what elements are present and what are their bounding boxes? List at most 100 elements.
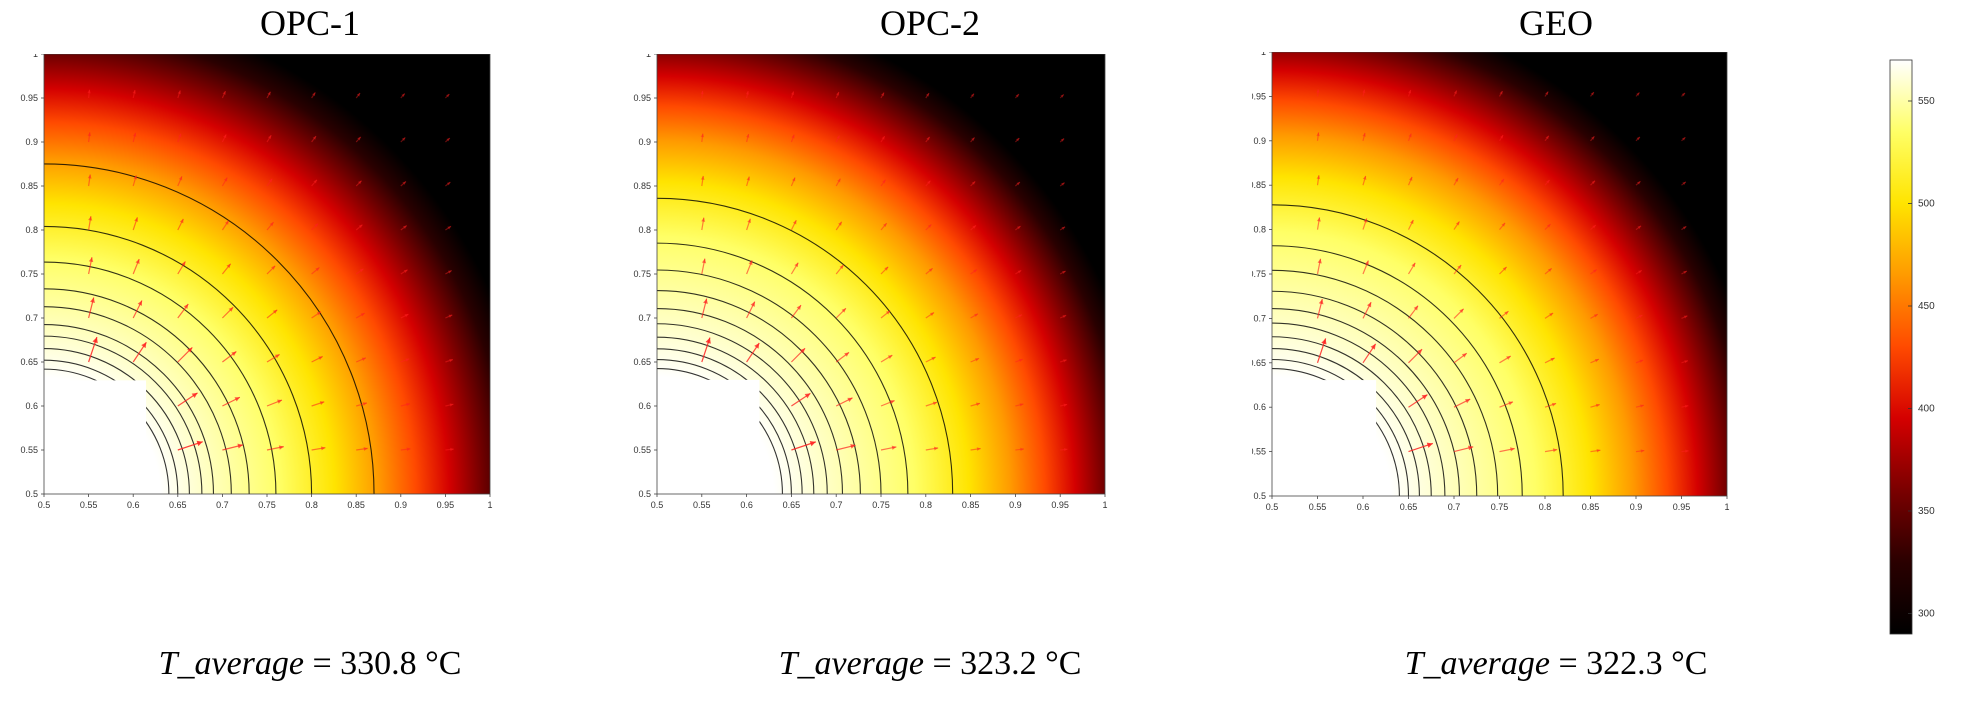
flux-arrow [1453,90,1458,97]
flux-arrow [1499,222,1506,230]
flux-arrow [1499,266,1508,275]
contour-line [1272,204,1564,496]
x-tick-label: 0.8 [1539,502,1552,512]
flux-arrow-head [448,314,453,318]
flux-arrow-head [278,445,284,450]
flux-arrow-head [223,177,228,182]
x-tick-label: 0.8 [920,500,933,510]
y-tick-label: 0.9 [25,137,38,147]
flux-arrow-head [1508,401,1513,406]
flux-arrow-head [141,342,147,349]
flux-arrow-head [1545,135,1549,140]
flux-arrow [355,136,362,143]
flux-arrow [970,268,978,275]
flux-arrow-head [926,136,930,141]
flux-arrow [355,224,363,231]
x-tick-label: 0.7 [1448,502,1461,512]
y-tick-label: 0.95 [1252,91,1266,101]
flux-arrow [1015,448,1024,451]
y-tick-label: 0.75 [633,269,651,279]
x-tick-label: 0.95 [1051,500,1069,510]
flux-arrow-head [1018,314,1023,318]
flux-arrow-head [836,135,840,140]
flux-arrow-head [973,269,977,273]
flux-arrow-head [269,222,274,227]
contour-line [657,242,909,494]
y-tick-label: 0.5 [25,489,38,499]
flux-arrow-head [1501,222,1506,227]
y-tick-label: 0.9 [638,137,651,147]
flux-arrow-head [133,175,138,180]
flux-arrow-head [844,352,850,357]
x-tick-label: 0.75 [258,500,276,510]
flux-arrow-head [790,91,795,96]
flux-arrow-head [446,182,451,186]
flux-arrow [1681,270,1688,275]
flux-arrow-head [191,392,198,398]
colorbar-tick-label: 500 [1918,199,1935,210]
flux-arrow-head [1370,343,1376,350]
inner-hole [1272,380,1377,496]
flux-arrow-head [237,443,243,449]
flux-arrow-head [1545,91,1549,96]
flux-arrow [925,311,935,319]
flux-arrow [1498,134,1504,142]
y-tick-label: 0.75 [1252,269,1266,279]
flux-arrow [1590,224,1597,231]
flux-arrow [1590,358,1600,364]
flux-arrow-head [1018,358,1023,363]
flux-arrow-head [187,347,193,353]
flux-arrow-head [700,90,704,95]
caption-value: = 323.2 °C [932,645,1082,682]
y-tick-label: 0.5 [1253,491,1266,501]
flux-arrow-head [359,268,364,273]
flux-arrow-head [931,357,936,361]
flux-arrow-head [705,337,711,344]
flux-arrow-head [885,310,891,315]
x-tick-label: 0.7 [830,500,843,510]
flux-arrow [970,402,981,407]
flux-arrow-head [891,445,897,450]
flux-arrow [400,313,409,319]
inner-hole [44,380,147,494]
flux-arrow-head [312,136,317,140]
flux-arrow-head [1683,315,1688,319]
flux-arrow-head [1061,270,1066,274]
flux-arrow [1590,403,1600,408]
flux-arrow-head [1316,89,1320,93]
flux-arrow-head [1592,225,1596,229]
x-tick-label: 0.85 [1582,502,1600,512]
flux-arrow [400,448,411,451]
x-tick-label: 0.55 [1309,502,1327,512]
flux-arrow [1590,91,1595,97]
x-tick-label: 1 [1724,502,1729,512]
flux-arrow [1590,180,1596,186]
flux-arrow [1316,132,1320,141]
flux-arrow-head [1015,94,1019,98]
flux-arrow [925,136,931,143]
flux-arrow-head [87,89,91,94]
flux-arrow-head [887,355,893,360]
flux-arrow [1060,403,1068,407]
flux-arrow [925,92,930,99]
flux-arrow-head [1017,270,1022,274]
flux-arrow-head [1639,359,1644,363]
contour-line [44,261,277,494]
y-tick-label: 0.95 [20,93,38,103]
flux-arrow-head [1409,219,1414,225]
flux-arrow-head [882,179,886,184]
flux-arrow [1316,89,1319,97]
flux-arrow-head [1638,270,1642,274]
flux-arrow-head [1681,137,1686,141]
flux-arrow-head [974,313,978,318]
flux-arrow [835,178,841,187]
flux-arrow-head [267,135,272,140]
flux-arrow [400,269,408,275]
flux-arrow-head [234,397,240,402]
flux-arrow [925,180,931,187]
flux-arrow-head [925,93,930,97]
flux-arrow-head [1362,89,1366,94]
flux-arrow-head [791,177,796,182]
flux-arrow [445,270,452,275]
x-tick-label: 0.5 [1266,502,1279,512]
